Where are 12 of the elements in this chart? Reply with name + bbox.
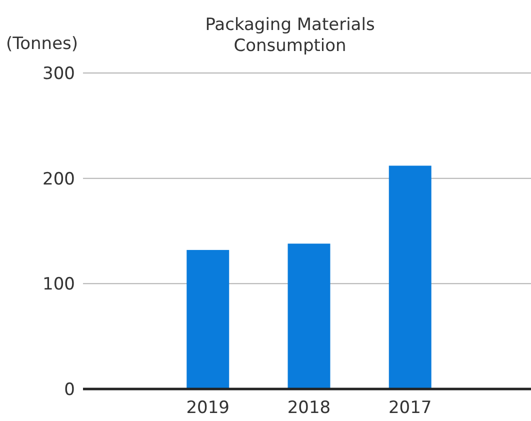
x-tick-label: 2018 bbox=[287, 398, 331, 418]
y-tick-label: 200 bbox=[42, 169, 75, 190]
chart-title: Packaging Materials Consumption bbox=[205, 15, 375, 56]
bar bbox=[388, 166, 432, 389]
bar bbox=[186, 250, 230, 389]
x-tick-label: 2019 bbox=[186, 398, 230, 418]
y-tick-label: 300 bbox=[42, 64, 75, 84]
y-axis-title: (Tonnes) bbox=[6, 34, 78, 54]
bar bbox=[288, 244, 330, 389]
y-tick-label: 100 bbox=[42, 274, 75, 295]
y-tick-label: 0 bbox=[64, 380, 75, 400]
x-tick-label: 2017 bbox=[388, 398, 432, 418]
